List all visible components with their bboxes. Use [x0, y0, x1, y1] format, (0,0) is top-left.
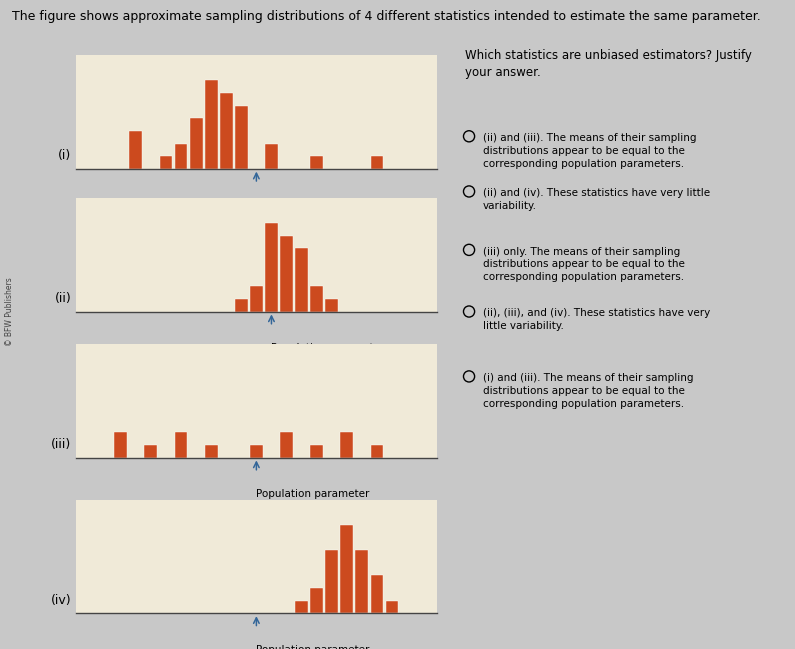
Text: (ii), (iii), and (iv). These statistics have very
little variability.: (ii), (iii), and (iv). These statistics … — [483, 308, 710, 331]
Bar — [325, 550, 338, 613]
Text: © BFW Publishers: © BFW Publishers — [5, 277, 14, 346]
Bar — [340, 432, 353, 458]
Text: (iii) only. The means of their sampling
distributions appear to be equal to the
: (iii) only. The means of their sampling … — [483, 247, 684, 282]
Text: (iii): (iii) — [52, 438, 72, 451]
Bar — [205, 80, 218, 169]
Text: Population parameter: Population parameter — [257, 489, 370, 499]
Bar — [160, 156, 173, 169]
Text: (ii): (ii) — [55, 292, 72, 305]
Bar — [310, 445, 323, 458]
Bar — [235, 106, 248, 169]
Bar — [235, 299, 248, 312]
Bar — [370, 576, 383, 613]
Text: (iv): (iv) — [51, 594, 72, 607]
Bar — [250, 445, 263, 458]
Bar — [310, 286, 323, 312]
Text: Which statistics are unbiased estimators? Justify
your answer.: Which statistics are unbiased estimators… — [465, 49, 752, 79]
Bar — [295, 249, 308, 312]
Bar — [386, 601, 398, 613]
Bar — [175, 432, 188, 458]
Bar — [190, 118, 203, 169]
Bar — [310, 588, 323, 613]
Bar — [250, 286, 263, 312]
Bar — [370, 445, 383, 458]
Bar — [175, 143, 188, 169]
Bar — [310, 156, 323, 169]
Text: (i) and (iii). The means of their sampling
distributions appear to be equal to t: (i) and (iii). The means of their sampli… — [483, 373, 693, 409]
Bar — [370, 156, 383, 169]
Text: Population parameter: Population parameter — [257, 645, 370, 649]
Bar — [295, 601, 308, 613]
Bar — [340, 525, 353, 613]
Bar — [355, 550, 368, 613]
Bar — [130, 131, 142, 169]
Bar — [280, 236, 293, 312]
Text: (i): (i) — [58, 149, 72, 162]
Text: (ii) and (iii). The means of their sampling
distributions appear to be equal to : (ii) and (iii). The means of their sampl… — [483, 133, 696, 169]
Text: Population parameter: Population parameter — [271, 343, 385, 353]
Text: The figure shows approximate sampling distributions of 4 different statistics in: The figure shows approximate sampling di… — [12, 10, 761, 23]
Bar — [205, 445, 218, 458]
Bar — [280, 432, 293, 458]
Bar — [220, 93, 233, 169]
Text: Population parameter: Population parameter — [257, 201, 370, 210]
Bar — [325, 299, 338, 312]
Bar — [265, 223, 278, 312]
Bar — [145, 445, 157, 458]
Text: (ii) and (iv). These statistics have very little
variability.: (ii) and (iv). These statistics have ver… — [483, 188, 710, 211]
Bar — [265, 143, 278, 169]
Bar — [114, 432, 127, 458]
